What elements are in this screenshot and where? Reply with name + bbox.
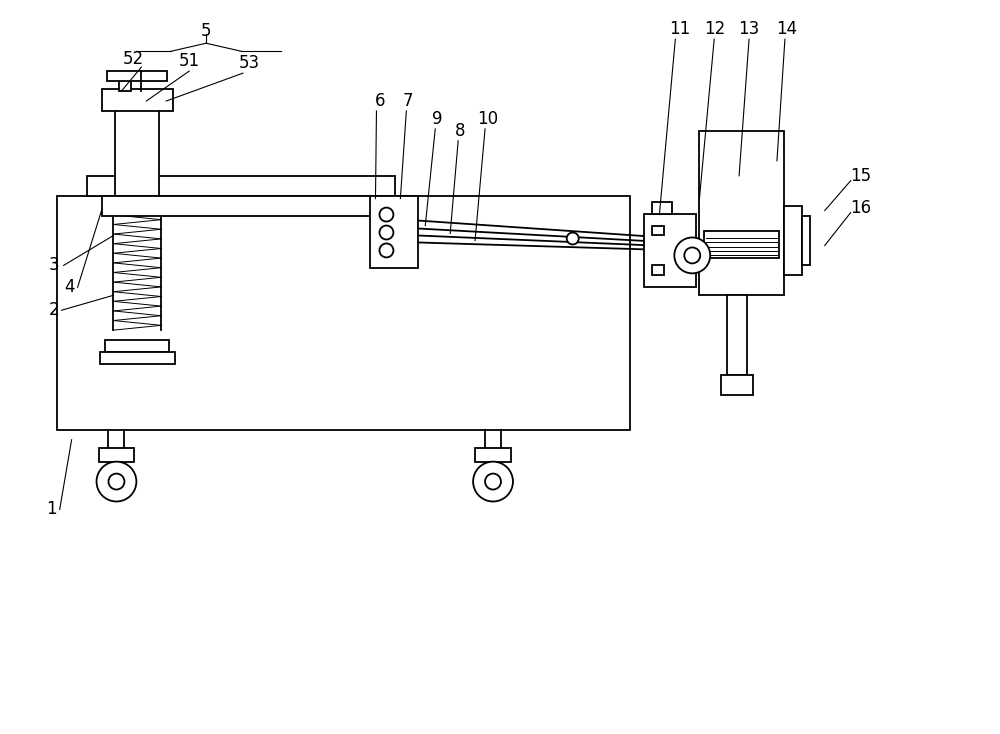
Bar	[370, 196, 418, 269]
Text: 8: 8	[455, 122, 465, 140]
Bar	[652, 202, 672, 214]
Bar	[119, 79, 131, 91]
Circle shape	[674, 238, 710, 273]
Bar	[721, 375, 753, 395]
Bar	[475, 448, 511, 462]
Circle shape	[379, 225, 393, 239]
Text: 14: 14	[776, 21, 797, 38]
Circle shape	[473, 462, 513, 501]
Text: 7: 7	[403, 92, 414, 110]
Circle shape	[108, 473, 124, 490]
Text: 16: 16	[850, 199, 871, 217]
Circle shape	[684, 247, 700, 264]
Text: 3: 3	[48, 256, 59, 275]
Bar	[102, 196, 390, 216]
Text: 11: 11	[669, 21, 690, 38]
Bar	[99, 448, 134, 462]
Text: 51: 51	[179, 52, 200, 70]
Text: 9: 9	[432, 110, 442, 128]
Text: 6: 6	[375, 92, 386, 110]
Bar	[784, 206, 802, 275]
Text: 4: 4	[64, 278, 75, 297]
Circle shape	[485, 473, 501, 490]
Text: 15: 15	[850, 167, 871, 185]
Text: 5: 5	[201, 22, 211, 40]
Bar	[699, 131, 784, 295]
Bar	[107, 71, 167, 81]
Bar	[115, 101, 159, 196]
Bar	[105, 340, 169, 352]
Text: 10: 10	[477, 110, 499, 128]
Bar	[87, 175, 395, 196]
Text: 52: 52	[123, 50, 144, 68]
Circle shape	[379, 244, 393, 258]
Bar	[644, 214, 696, 287]
Bar	[652, 266, 664, 275]
Bar	[102, 89, 173, 111]
Bar	[57, 196, 630, 430]
Text: 1: 1	[46, 501, 57, 518]
Bar	[727, 295, 747, 375]
Bar	[704, 230, 779, 258]
Circle shape	[97, 462, 136, 501]
Bar	[100, 352, 175, 364]
Bar	[652, 225, 664, 236]
Text: 2: 2	[48, 301, 59, 319]
Text: 12: 12	[705, 21, 726, 38]
Bar	[802, 216, 810, 266]
Circle shape	[379, 208, 393, 222]
Circle shape	[567, 233, 579, 244]
Text: 53: 53	[238, 54, 260, 72]
Text: 13: 13	[738, 21, 760, 38]
